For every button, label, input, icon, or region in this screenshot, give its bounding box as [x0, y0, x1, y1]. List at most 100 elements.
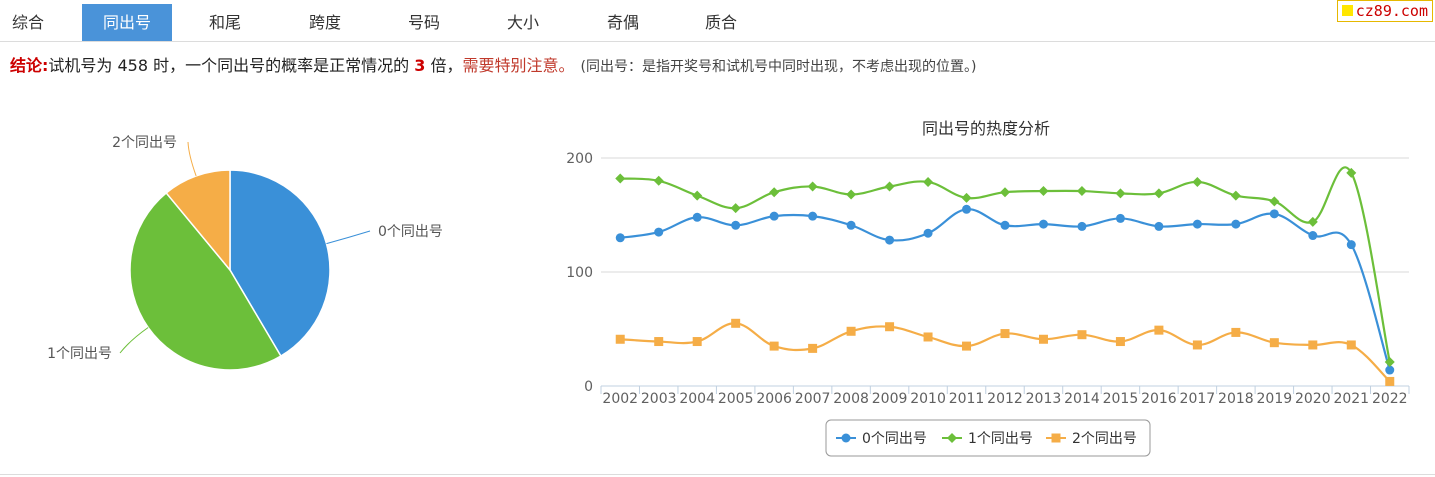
conclusion-note: (同出号：是指开奖号和试机号中同时出现，不考虑出现的位置。): [580, 59, 977, 75]
series-0-point-7[interactable]: [885, 235, 895, 245]
series-1-point-14[interactable]: [1153, 188, 1164, 199]
x-tick-label-20: 2022: [1372, 391, 1408, 407]
legend-marker-0[interactable]: [841, 433, 851, 443]
series-1-point-1[interactable]: [653, 175, 664, 186]
x-tick-label-7: 2009: [872, 391, 908, 407]
tab-odd-even[interactable]: 奇偶: [606, 13, 639, 32]
series-2-point-18[interactable]: [1308, 340, 1318, 350]
series-2-point-4[interactable]: [769, 341, 779, 351]
series-1-point-13[interactable]: [1115, 188, 1126, 199]
conclusion-line: 结论:试机号为 458 时，一个同出号的概率是正常情况的 3 倍，需要特别注意。…: [10, 52, 976, 76]
series-0-point-0[interactable]: [615, 233, 625, 243]
series-2-point-8[interactable]: [923, 332, 933, 342]
series-1-point-11[interactable]: [1038, 186, 1049, 197]
series-1-point-2[interactable]: [692, 190, 703, 201]
series-0-point-18[interactable]: [1308, 231, 1318, 241]
series-0-point-19[interactable]: [1346, 240, 1356, 250]
x-tick-label-1: 2003: [641, 391, 677, 407]
series-1-point-7[interactable]: [884, 181, 895, 192]
x-tick-label-17: 2019: [1257, 391, 1293, 407]
series-0-point-2[interactable]: [692, 212, 702, 222]
series-2-point-2[interactable]: [692, 337, 702, 347]
series-0-point-14[interactable]: [1154, 221, 1164, 231]
series-0-point-9[interactable]: [962, 204, 972, 214]
tab-big-small[interactable]: 大小: [506, 13, 539, 32]
series-2-point-6[interactable]: [846, 326, 856, 336]
series-0-point-12[interactable]: [1077, 221, 1087, 231]
logo-text: cz89.com: [1355, 2, 1428, 20]
x-tick-label-0: 2002: [602, 391, 638, 407]
series-1-point-0[interactable]: [615, 173, 626, 184]
series-1-point-19[interactable]: [1346, 167, 1357, 178]
tab-overview[interactable]: 综合: [11, 13, 44, 32]
series-1-point-4[interactable]: [769, 187, 780, 198]
series-2-point-19[interactable]: [1346, 340, 1356, 350]
series-1-point-15[interactable]: [1192, 176, 1203, 187]
series-0-point-13[interactable]: [1115, 213, 1125, 223]
series-2-point-15[interactable]: [1192, 340, 1202, 350]
pie-slice-0[interactable]: [229, 169, 331, 358]
series-0-point-3[interactable]: [731, 220, 741, 230]
tab-same-numbers[interactable]: 同出号: [82, 4, 172, 41]
series-2-point-1[interactable]: [654, 337, 664, 347]
tab-sum-tail[interactable]: 和尾: [208, 13, 241, 32]
series-0-point-4[interactable]: [769, 211, 779, 221]
series-2-point-12[interactable]: [1077, 330, 1087, 340]
pie-slice-2[interactable]: [165, 169, 231, 273]
series-2-point-0[interactable]: [615, 334, 625, 344]
conclusion-text-after: 倍，: [430, 56, 463, 75]
series-0-point-5[interactable]: [808, 211, 818, 221]
pie-label-2: 2个同出号: [112, 135, 177, 151]
series-1-point-17[interactable]: [1269, 196, 1280, 207]
series-0-point-16[interactable]: [1231, 219, 1241, 229]
series-2-point-9[interactable]: [962, 341, 972, 351]
legend-label-1[interactable]: 1个同出号: [968, 431, 1033, 447]
series-2-point-16[interactable]: [1231, 327, 1241, 337]
series-2-point-20[interactable]: [1385, 376, 1395, 386]
y-tick-label-1: 100: [566, 265, 593, 281]
series-1-point-12[interactable]: [1076, 186, 1087, 197]
legend-box: [825, 419, 1151, 457]
series-0-point-10[interactable]: [1000, 220, 1010, 230]
legend-label-2[interactable]: 2个同出号: [1072, 431, 1137, 447]
series-1-point-9[interactable]: [961, 192, 972, 203]
series-2-point-3[interactable]: [731, 318, 741, 328]
series-2-point-14[interactable]: [1154, 325, 1164, 335]
series-0-point-17[interactable]: [1269, 209, 1279, 219]
tab-number[interactable]: 号码: [407, 13, 440, 32]
series-1-point-8[interactable]: [923, 176, 934, 187]
series-2-point-5[interactable]: [808, 343, 818, 353]
series-1-point-6[interactable]: [846, 189, 857, 200]
series-1-point-5[interactable]: [807, 181, 818, 192]
x-tick-label-3: 2005: [718, 391, 754, 407]
series-2-point-11[interactable]: [1038, 334, 1048, 344]
series-0-point-20[interactable]: [1385, 365, 1395, 375]
series-1-point-18[interactable]: [1307, 216, 1318, 227]
legend-marker-2[interactable]: [1051, 433, 1061, 443]
conclusion-warning: 需要特别注意。: [462, 56, 575, 75]
legend-marker-1[interactable]: [947, 433, 957, 443]
series-0-point-15[interactable]: [1192, 219, 1202, 229]
tab-prime-composite[interactable]: 质合: [704, 13, 737, 32]
series-0-point-1[interactable]: [654, 227, 664, 237]
series-0-point-6[interactable]: [846, 220, 856, 230]
series-1-point-3[interactable]: [730, 203, 741, 214]
series-2-point-13[interactable]: [1115, 337, 1125, 347]
series-1-point-20[interactable]: [1384, 357, 1395, 368]
pie-chart: 0个同出号 1个同出号 2个同出号: [47, 135, 443, 371]
tab-span[interactable]: 跨度: [308, 13, 341, 32]
series-1-point-10[interactable]: [1000, 187, 1010, 198]
site-logo[interactable]: cz89.com: [1336, 0, 1433, 22]
series-0-point-11[interactable]: [1038, 219, 1048, 229]
series-0-point-8[interactable]: [923, 228, 933, 238]
pie-connector-0: [326, 230, 371, 245]
series-1-point-16[interactable]: [1230, 190, 1241, 201]
series-2-point-10[interactable]: [1000, 329, 1010, 339]
legend-label-0[interactable]: 0个同出号: [862, 431, 927, 447]
x-tick-label-14: 2016: [1141, 391, 1177, 407]
series-2-point-7[interactable]: [885, 322, 895, 332]
pie-slice-1[interactable]: [129, 191, 282, 371]
series-2-point-17[interactable]: [1269, 338, 1279, 348]
x-tick-label-6: 2008: [833, 391, 869, 407]
x-tick-label-4: 2006: [756, 391, 792, 407]
